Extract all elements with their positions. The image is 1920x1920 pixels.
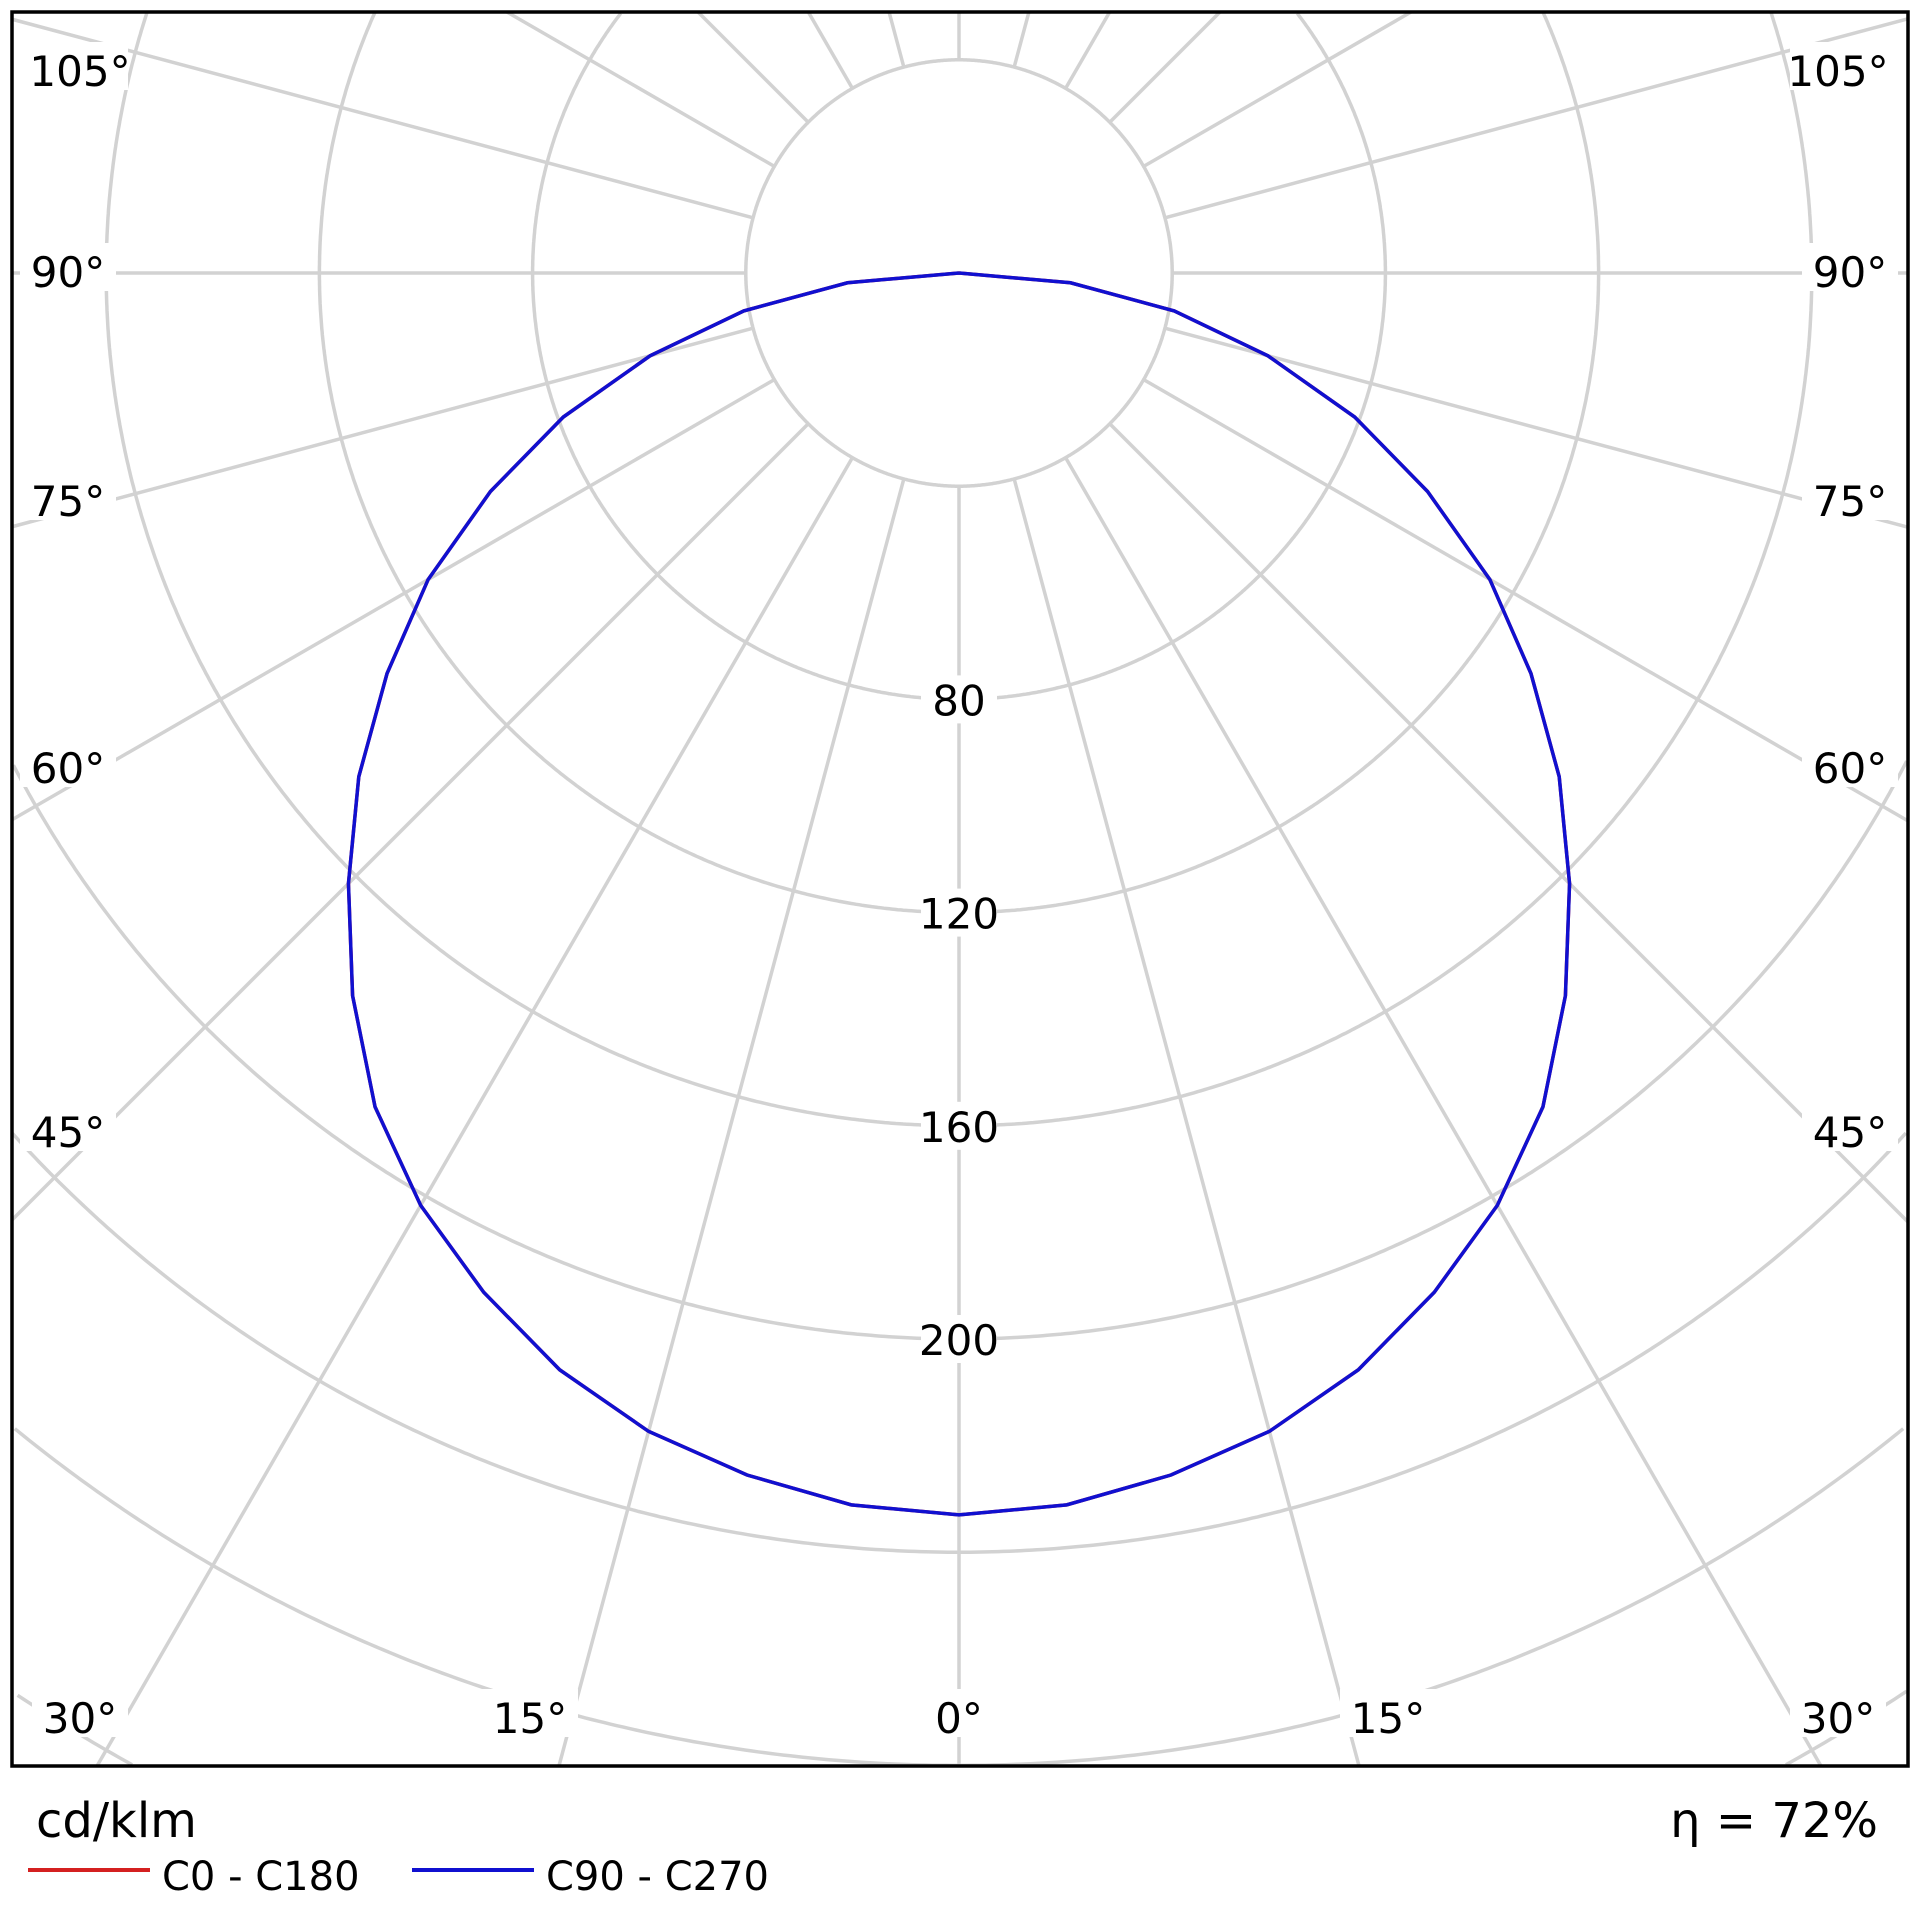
angle-label-left: 105° bbox=[29, 47, 130, 96]
angle-label-right: 30° bbox=[1801, 1694, 1875, 1743]
grid-spoke bbox=[11, 378, 776, 822]
angle-label-bg bbox=[1340, 1689, 1436, 1737]
grid-spoke bbox=[11, 326, 754, 529]
grid-spoke bbox=[1142, 378, 1909, 823]
angle-label-left: 15° bbox=[493, 1694, 567, 1743]
radial-tick-label-bg bbox=[921, 1315, 997, 1363]
radial-tick-labels: 80 120 160 200 bbox=[919, 675, 999, 1365]
unit-label: cd/klm bbox=[36, 1793, 197, 1849]
angle-label-center: 0° bbox=[935, 1694, 983, 1743]
radial-tick-label: 200 bbox=[919, 1316, 999, 1365]
grid-ring bbox=[104, 12, 1814, 1128]
angle-label-left: 60° bbox=[31, 744, 105, 793]
grid-spoke bbox=[806, 11, 854, 90]
angle-label-bg bbox=[20, 739, 116, 787]
angle-label-left: 30° bbox=[43, 1694, 117, 1743]
angle-label-bg bbox=[32, 42, 128, 90]
grid-spoke bbox=[1164, 17, 1909, 220]
grid-spoke bbox=[1108, 422, 1910, 1224]
legend: C0 - C180 C90 - C270 bbox=[28, 1854, 769, 1900]
grid-spoke bbox=[10, 422, 810, 1222]
angle-label-bg bbox=[482, 1689, 578, 1737]
grid-spoke bbox=[11, 17, 754, 220]
angle-label-bg bbox=[1802, 739, 1898, 787]
radial-tick-label-bg bbox=[921, 675, 997, 724]
grid-spoke bbox=[1108, 10, 1222, 124]
radial-tick-label: 80 bbox=[932, 676, 985, 725]
angle-label-left: 45° bbox=[31, 1108, 105, 1157]
angle-label-right: 60° bbox=[1813, 744, 1887, 793]
angle-label-right: 90° bbox=[1813, 248, 1887, 297]
radial-tick-label: 120 bbox=[919, 890, 999, 939]
angle-label-left: 90° bbox=[31, 248, 105, 297]
angle-label-bg bbox=[20, 243, 116, 291]
angle-label-right: 75° bbox=[1813, 477, 1887, 526]
angle-label-bg bbox=[1790, 1689, 1886, 1737]
series-curve-1 bbox=[346, 271, 1572, 1517]
grid-spoke bbox=[1064, 456, 1823, 1767]
angle-label-bg bbox=[929, 1689, 989, 1737]
angle-label-right: 15° bbox=[1351, 1694, 1425, 1743]
radial-tick-label-bg bbox=[921, 1101, 997, 1150]
angle-label-bg bbox=[32, 1689, 128, 1737]
angle-label-bg bbox=[1802, 243, 1898, 291]
angle-label-bg bbox=[1790, 42, 1886, 90]
grid-spoke bbox=[1142, 10, 1412, 168]
legend-label-c0-c180: C0 - C180 bbox=[162, 1854, 360, 1900]
grid-spoke bbox=[506, 10, 776, 168]
angle-label-bg bbox=[1802, 1103, 1898, 1151]
angle-labels: 105° 105° 90° 90° 75° 75° 60° 60° 45° 45° 30° 30° 15… bbox=[20, 42, 1898, 1743]
grid-spoke bbox=[887, 11, 906, 68]
grid-spoke bbox=[696, 10, 810, 124]
angle-label-bg bbox=[1802, 472, 1898, 520]
angle-label-bg bbox=[20, 1103, 116, 1151]
intensity-curves bbox=[346, 271, 1572, 1517]
plot-frame bbox=[10, 10, 1910, 1768]
angle-label-right: 105° bbox=[1787, 47, 1888, 96]
angle-label-right: 45° bbox=[1813, 1108, 1887, 1157]
grid-spoke bbox=[557, 478, 906, 1767]
grid-spoke bbox=[1064, 11, 1112, 90]
efficiency-label: η = 72% bbox=[1670, 1793, 1878, 1849]
angle-label-left: 75° bbox=[31, 477, 105, 526]
grid-spoke bbox=[1164, 326, 1909, 529]
grid-ring bbox=[317, 12, 1601, 915]
angle-label-bg bbox=[20, 472, 116, 520]
grid-ring bbox=[530, 12, 1388, 702]
legend-label-c90-c270: C90 - C270 bbox=[546, 1854, 769, 1900]
radial-tick-label: 160 bbox=[919, 1103, 999, 1152]
radial-tick-label-bg bbox=[921, 888, 997, 937]
grid-spoke bbox=[95, 456, 854, 1767]
grid-spoke bbox=[1012, 11, 1031, 68]
grid-spoke bbox=[1012, 478, 1361, 1767]
